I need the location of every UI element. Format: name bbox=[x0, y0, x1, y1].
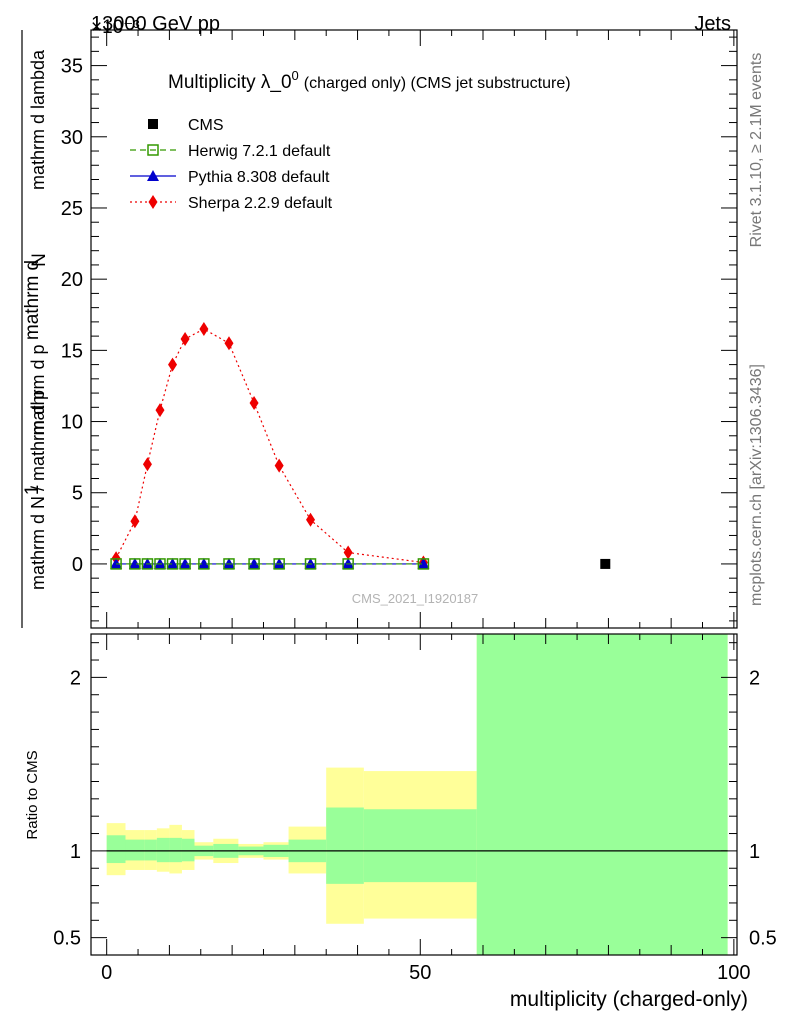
marker-pythia-point-5 bbox=[179, 557, 192, 569]
svg-text:1: 1 bbox=[22, 485, 43, 496]
main-y-tick-label: 5 bbox=[72, 483, 83, 505]
main-y-tick-label: 20 bbox=[61, 269, 83, 291]
series-cms bbox=[600, 558, 611, 569]
marker-herwig-point-4 bbox=[166, 558, 179, 570]
mcplots-label: mcplots.cern.ch [arXiv:1306.3436] bbox=[748, 364, 765, 606]
marker-pythia-point-6 bbox=[197, 557, 210, 569]
marker-pythia-point-12 bbox=[417, 557, 430, 569]
series-line bbox=[115, 328, 424, 564]
marker-herwig-point-6 bbox=[198, 558, 210, 570]
legend-item-sherpa: Sherpa 2.2.9 default bbox=[130, 195, 333, 212]
series-sherpa bbox=[111, 322, 428, 570]
marker-pythia-point-8 bbox=[248, 557, 261, 569]
main-y-axis-label: N mathrm d 1 mathrm d N / mathrm d p mat… bbox=[21, 30, 50, 628]
marker-herwig-point-2 bbox=[141, 558, 154, 570]
chart-title: Multiplicity λ_00 (charged only) (CMS jet… bbox=[168, 68, 571, 93]
marker-herwig-point-8 bbox=[248, 558, 260, 570]
main-y-tick-label: 35 bbox=[61, 56, 83, 78]
marker-cms-point-0 bbox=[600, 558, 611, 569]
legend-label: Herwig 7.2.1 default bbox=[188, 143, 331, 160]
x-tick-label: 50 bbox=[409, 962, 431, 984]
ratio-frame bbox=[90, 633, 738, 956]
marker-herwig-point-11 bbox=[342, 558, 354, 570]
ratio-y-tick-label-right: 2 bbox=[749, 667, 760, 689]
marker-sherpa-point-11 bbox=[343, 545, 353, 560]
series-herwig bbox=[110, 558, 430, 570]
ratio-inner-band-11 bbox=[326, 807, 364, 884]
ratio-inner-band-12 bbox=[363, 809, 477, 883]
marker-sherpa-point-7 bbox=[224, 336, 234, 351]
marker-herwig-point-3 bbox=[154, 558, 166, 570]
ratio-plot-panel: 0 50 100 0.5 0.5 1 1 2 2 bbox=[53, 633, 777, 984]
ratio-bands bbox=[106, 634, 728, 955]
legend-label: Sherpa 2.2.9 default bbox=[188, 195, 333, 212]
main-plot-panel: 0 5 10 15 20 25 30 35 bbox=[61, 29, 738, 629]
ratio-inner-band-3 bbox=[156, 837, 170, 863]
legend-item-herwig: Herwig 7.2.1 default bbox=[130, 143, 331, 160]
marker-pythia-legend bbox=[147, 170, 159, 181]
marker-sherpa-point-6 bbox=[199, 322, 209, 336]
legend-label: CMS bbox=[188, 117, 224, 134]
x-tick-label: 100 bbox=[717, 962, 750, 984]
marker-sherpa-point-9 bbox=[274, 458, 284, 473]
marker-herwig-legend bbox=[147, 144, 159, 156]
ratio-inner-band-4 bbox=[169, 837, 182, 863]
legend-label: Pythia 8.308 default bbox=[188, 169, 330, 186]
marker-cms-legend bbox=[148, 119, 158, 129]
main-y-tick-label: 0 bbox=[72, 554, 83, 576]
main-y-tick-label: 25 bbox=[61, 198, 83, 220]
marker-sherpa-point-10 bbox=[306, 512, 316, 527]
ratio-y-tick-label-right: 0.5 bbox=[749, 928, 777, 950]
svg-text:mathrm d lambda: mathrm d lambda bbox=[28, 49, 48, 190]
marker-herwig-point-10 bbox=[304, 558, 317, 570]
marker-herwig-point-9 bbox=[273, 558, 285, 570]
ratio-y-tick-label-right: 1 bbox=[749, 841, 760, 863]
marker-pythia-point-4 bbox=[166, 557, 179, 569]
marker-sherpa-point-3 bbox=[155, 403, 165, 418]
marker-pythia-point-1 bbox=[128, 557, 141, 569]
marker-sherpa-point-5 bbox=[180, 331, 190, 346]
svg-text:N: N bbox=[29, 253, 50, 267]
marker-herwig-point-12 bbox=[417, 558, 430, 570]
svg-text:mathrm d N / mathrm d p: mathrm d N / mathrm d p bbox=[28, 390, 48, 590]
ratio-inner-band-1 bbox=[125, 839, 145, 861]
legend-item-cms: CMS bbox=[148, 117, 224, 134]
ratio-inner-band-2 bbox=[144, 839, 157, 861]
marker-sherpa-point-4 bbox=[168, 357, 178, 372]
y-exponent-label: ×10⁻³ bbox=[91, 17, 140, 38]
marker-sherpa-point-8 bbox=[249, 396, 259, 411]
rivet-label: Rivet 3.1.10, ≥ 2.1M events bbox=[748, 53, 765, 248]
marker-sherpa-point-2 bbox=[142, 457, 152, 472]
marker-herwig-point-5 bbox=[179, 558, 191, 570]
legend-item-pythia: Pythia 8.308 default bbox=[130, 169, 330, 186]
process-label: Jets bbox=[694, 13, 731, 35]
main-y-tick-label: 10 bbox=[61, 412, 83, 434]
ratio-inner-band-13 bbox=[476, 634, 728, 955]
legend: CMS Herwig 7.2.1 default Pythia 8.308 defa… bbox=[130, 117, 333, 212]
ratio-y-tick-label: 1 bbox=[70, 841, 81, 863]
ratio-y-tick-label: 2 bbox=[70, 667, 81, 689]
ratio-inner-band-0 bbox=[106, 835, 126, 864]
svg-text:mathrm d: mathrm d bbox=[22, 260, 43, 340]
x-tick-label: 0 bbox=[101, 962, 112, 984]
marker-sherpa-point-1 bbox=[130, 514, 140, 529]
analysis-watermark: CMS_2021_I1920187 bbox=[352, 591, 479, 606]
main-y-tick-label: 15 bbox=[61, 340, 83, 362]
svg-text:mathrm d p: mathrm d p bbox=[28, 344, 48, 435]
ratio-y-tick-label: 0.5 bbox=[53, 928, 81, 950]
marker-herwig-point-1 bbox=[129, 558, 141, 570]
marker-herwig-point-0 bbox=[110, 558, 122, 570]
marker-herwig-point-7 bbox=[223, 558, 235, 570]
marker-sherpa-legend bbox=[148, 195, 158, 209]
ratio-y-axis-label: Ratio to CMS bbox=[24, 750, 41, 839]
main-y-tick-label: 30 bbox=[61, 127, 83, 149]
x-axis-label: multiplicity (charged-only) bbox=[510, 988, 748, 1011]
main-frame bbox=[90, 29, 738, 629]
ratio-inner-band-5 bbox=[181, 838, 195, 862]
